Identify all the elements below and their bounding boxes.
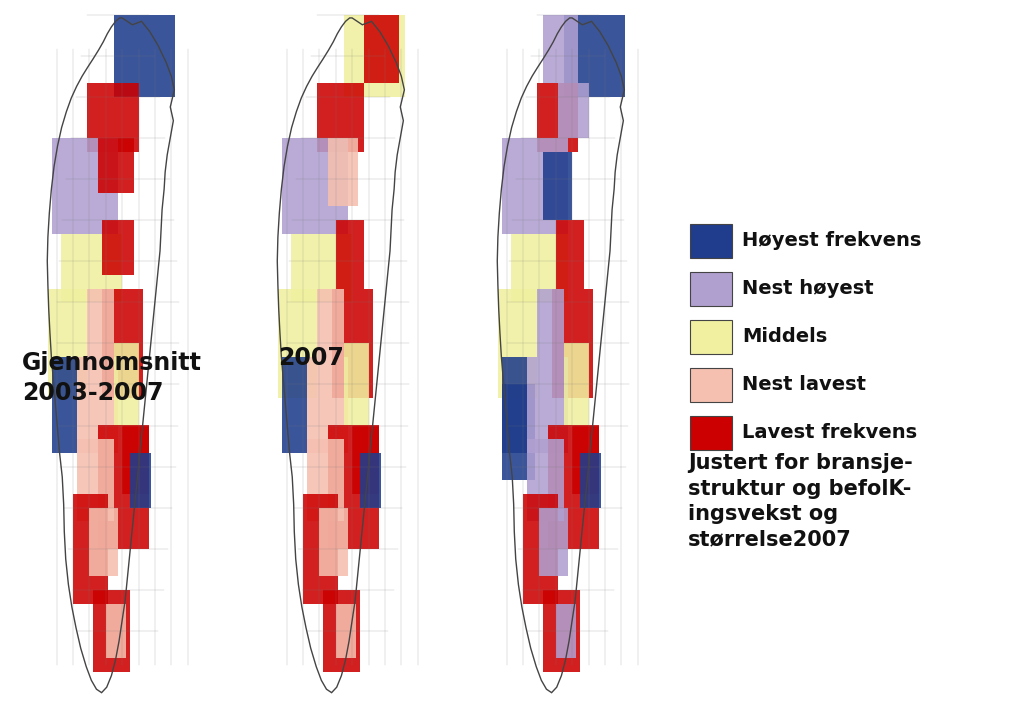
Bar: [690, 368, 732, 402]
Bar: [548, 426, 599, 549]
Bar: [101, 289, 142, 398]
Bar: [105, 604, 126, 658]
Bar: [77, 439, 114, 521]
Bar: [52, 138, 118, 234]
Bar: [97, 138, 134, 193]
Text: Nest høyest: Nest høyest: [742, 279, 873, 299]
Bar: [527, 357, 568, 453]
Bar: [690, 416, 732, 450]
Bar: [540, 508, 568, 576]
Bar: [544, 14, 579, 83]
Bar: [344, 14, 406, 97]
Text: Middels: Middels: [742, 327, 827, 347]
Bar: [283, 138, 348, 234]
Bar: [87, 289, 114, 357]
Bar: [690, 320, 732, 354]
Text: Høyest frekvens: Høyest frekvens: [742, 232, 922, 250]
Polygon shape: [47, 18, 174, 692]
Text: Nest lavest: Nest lavest: [742, 376, 866, 394]
Bar: [279, 289, 317, 398]
Bar: [558, 83, 589, 138]
Text: Lavest frekvens: Lavest frekvens: [742, 424, 918, 443]
Bar: [572, 426, 599, 494]
Bar: [365, 14, 399, 83]
Bar: [48, 289, 87, 398]
Bar: [336, 604, 356, 658]
Bar: [556, 220, 585, 289]
Bar: [344, 343, 369, 426]
Bar: [336, 220, 365, 289]
Bar: [130, 453, 151, 508]
Bar: [552, 289, 593, 398]
Bar: [503, 384, 536, 481]
Bar: [307, 439, 344, 521]
Bar: [527, 439, 564, 521]
Bar: [360, 453, 381, 508]
Text: Gjennomsnitt
2003-2007: Gjennomsnitt 2003-2007: [22, 351, 202, 405]
Bar: [352, 426, 379, 494]
Bar: [89, 508, 118, 576]
Text: 2007: 2007: [278, 346, 344, 370]
Polygon shape: [498, 18, 625, 692]
Bar: [581, 453, 601, 508]
Bar: [690, 224, 732, 258]
Bar: [87, 83, 138, 151]
Bar: [499, 289, 538, 398]
Bar: [324, 590, 360, 672]
Bar: [328, 426, 379, 549]
Bar: [332, 289, 373, 398]
Polygon shape: [278, 18, 404, 692]
Bar: [52, 357, 77, 453]
Bar: [101, 220, 134, 275]
Bar: [317, 83, 365, 151]
Bar: [114, 14, 175, 97]
Bar: [77, 357, 118, 453]
Bar: [511, 234, 568, 302]
Bar: [328, 138, 358, 206]
Bar: [503, 357, 527, 453]
Bar: [523, 494, 558, 604]
Bar: [544, 590, 581, 672]
Bar: [319, 508, 348, 576]
Bar: [122, 426, 148, 494]
Bar: [317, 289, 344, 357]
Bar: [283, 357, 307, 453]
Bar: [690, 272, 732, 306]
Bar: [564, 14, 626, 97]
Bar: [114, 343, 138, 426]
Bar: [93, 590, 130, 672]
Bar: [503, 138, 568, 234]
Bar: [564, 343, 589, 426]
Bar: [307, 357, 348, 453]
Bar: [544, 151, 572, 220]
Bar: [538, 83, 579, 151]
Text: Justert for bransje-
struktur og befolK-
ingsvekst og
størrelse2007: Justert for bransje- struktur og befolK-…: [688, 453, 912, 550]
Bar: [538, 289, 564, 357]
Bar: [73, 494, 108, 604]
Bar: [60, 234, 122, 302]
Bar: [97, 426, 148, 549]
Bar: [291, 234, 352, 302]
Bar: [303, 494, 338, 604]
Bar: [556, 604, 577, 658]
